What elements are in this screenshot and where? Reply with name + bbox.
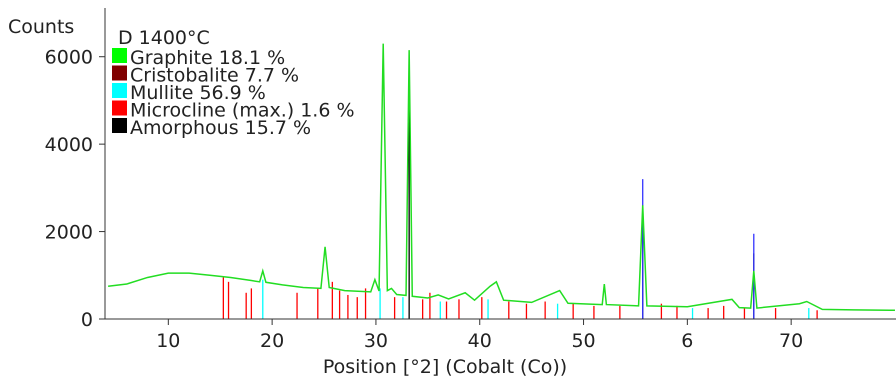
x-tick-label: 6 (681, 330, 693, 352)
y-tick-label: 2000 (45, 222, 93, 244)
legend-swatch (112, 118, 127, 133)
legend-label: Mullite 56.9 % (130, 82, 266, 104)
legend-label: Microcline (max.) 1.6 % (130, 100, 355, 122)
x-tick-label: 70 (779, 330, 803, 352)
y-tick-label: 0 (81, 309, 93, 331)
legend-label: Cristobalite 7.7 % (130, 65, 299, 87)
pattern-line (108, 43, 895, 312)
x-tick-label: 10 (156, 330, 180, 352)
y-tick-label: 6000 (45, 47, 93, 69)
legend-swatch (112, 83, 127, 98)
x-tick-label: 30 (364, 330, 388, 352)
legend-label: Amorphous 15.7 % (130, 117, 311, 139)
x-tick-label: 20 (260, 330, 284, 352)
legend-swatch (112, 65, 127, 81)
legend-title: D 1400°C (118, 27, 210, 49)
x-tick-label: 40 (468, 330, 492, 352)
x-axis-label: Position [°2] (Cobalt (Co)) (323, 356, 567, 378)
y-tick-label: 4000 (45, 134, 93, 156)
legend-swatch (112, 100, 127, 116)
legend-label: Graphite 18.1 % (130, 47, 285, 69)
x-tick-label: 50 (571, 330, 595, 352)
y-axis-label: Counts (8, 16, 74, 38)
legend-swatch (112, 48, 127, 63)
